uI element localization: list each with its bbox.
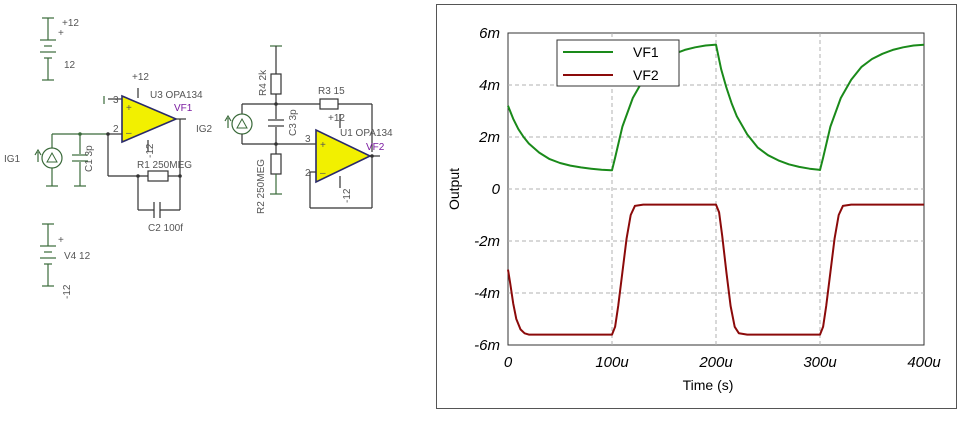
r2-resistor[interactable] [270,153,282,175]
u3-supply-label: +12 [132,72,149,83]
u3-minus-sign: – [126,128,132,139]
y-tick-labels: 6m 4m 2m 0 -2m -4m -6m [474,25,501,354]
y-tick-label: 0 [492,181,501,198]
u3-pin3-label: 3 [113,95,119,106]
series-lines [507,43,925,336]
x-tick-label: 200u [698,354,733,371]
u1-pin3-label: 3 [305,134,311,145]
circuit-schematic: + +12 12 IG1 C1 3p +12 U3 OPA134 3 2 + –… [4,17,393,299]
u3-pin2-label: 2 [113,124,119,135]
plus-sign: + [58,28,64,39]
opamp-u1[interactable] [315,128,372,184]
r1-resistor[interactable] [147,170,169,182]
x-tick-label: 400u [907,354,941,371]
series-line-vf2 [507,203,924,336]
u3-neg-label: -12 [145,143,156,158]
vf1-label: VF1 [174,103,193,114]
vf2-label: VF2 [366,142,385,153]
v4-neg-label: -12 [62,284,73,299]
r2-label: R2 250MEG [256,159,267,214]
u1-minus-sign: – [320,168,326,179]
v4-label: V4 12 [64,251,91,262]
y-tick-label: 4m [479,77,500,94]
x-tick-label: 100u [595,354,629,371]
output-chart: 6m 4m 2m 0 -2m -4m -6m 0 100u 200u 300u 400u Time … [446,25,942,393]
u1-supply-label: +12 [328,113,345,124]
u3-name-label: U3 OPA134 [150,90,203,101]
x-tick-label: 0 [504,354,513,371]
y-tick-label: -6m [474,337,500,354]
opamp-u3[interactable] [121,94,179,144]
legend-label-vf2: VF2 [633,67,659,83]
u1-pin2-label: 2 [305,168,311,179]
legend-label-vf1: VF1 [633,44,659,60]
v4-plus-sign: + [58,235,64,246]
u3-plus-sign: + [126,103,132,114]
u1-neg-label: -12 [342,188,353,203]
plot-frame: 6m 4m 2m 0 -2m -4m -6m 0 100u 200u 300u 400u Time … [436,4,957,409]
bat-top-value-label: 12 [64,60,76,71]
ig1-label: IG1 [4,154,21,165]
x-tick-label: 300u [803,354,837,371]
y-tick-label: 2m [478,129,500,146]
r3-resistor[interactable] [319,98,339,110]
battery-top[interactable]: + [40,17,64,81]
y-tick-label: -4m [474,285,500,302]
c3-capacitor[interactable] [266,116,286,130]
y-tick-label: -2m [474,233,500,250]
y-axis-title: Output [446,168,462,210]
u1-plus-sign: + [320,140,326,151]
bat-top-plus-label: +12 [62,18,79,29]
c3-label: C3 3p [288,109,299,136]
x-axis-title: Time (s) [683,377,734,393]
c2-label: C2 100f [148,223,183,234]
y-tick-label: 6m [479,25,500,42]
ig2-label: IG2 [196,124,213,135]
current-source-ig-right[interactable] [224,113,253,135]
u1-name-label: U1 OPA134 [340,128,393,139]
r3-label: R3 15 [318,86,345,97]
x-tick-labels: 0 100u 200u 300u 400u [504,354,942,371]
battery-v4[interactable] [40,223,56,287]
c1-label: C1 3p [84,145,95,172]
series-line-vf1 [507,43,925,172]
r1-label: R1 250MEG [137,160,192,171]
r4-resistor[interactable] [270,73,282,95]
chart-legend: VF1 VF2 [556,39,680,87]
r4-label: R4 2k [258,69,269,96]
current-source-ig1[interactable] [34,147,63,169]
c2-capacitor[interactable] [150,200,164,220]
